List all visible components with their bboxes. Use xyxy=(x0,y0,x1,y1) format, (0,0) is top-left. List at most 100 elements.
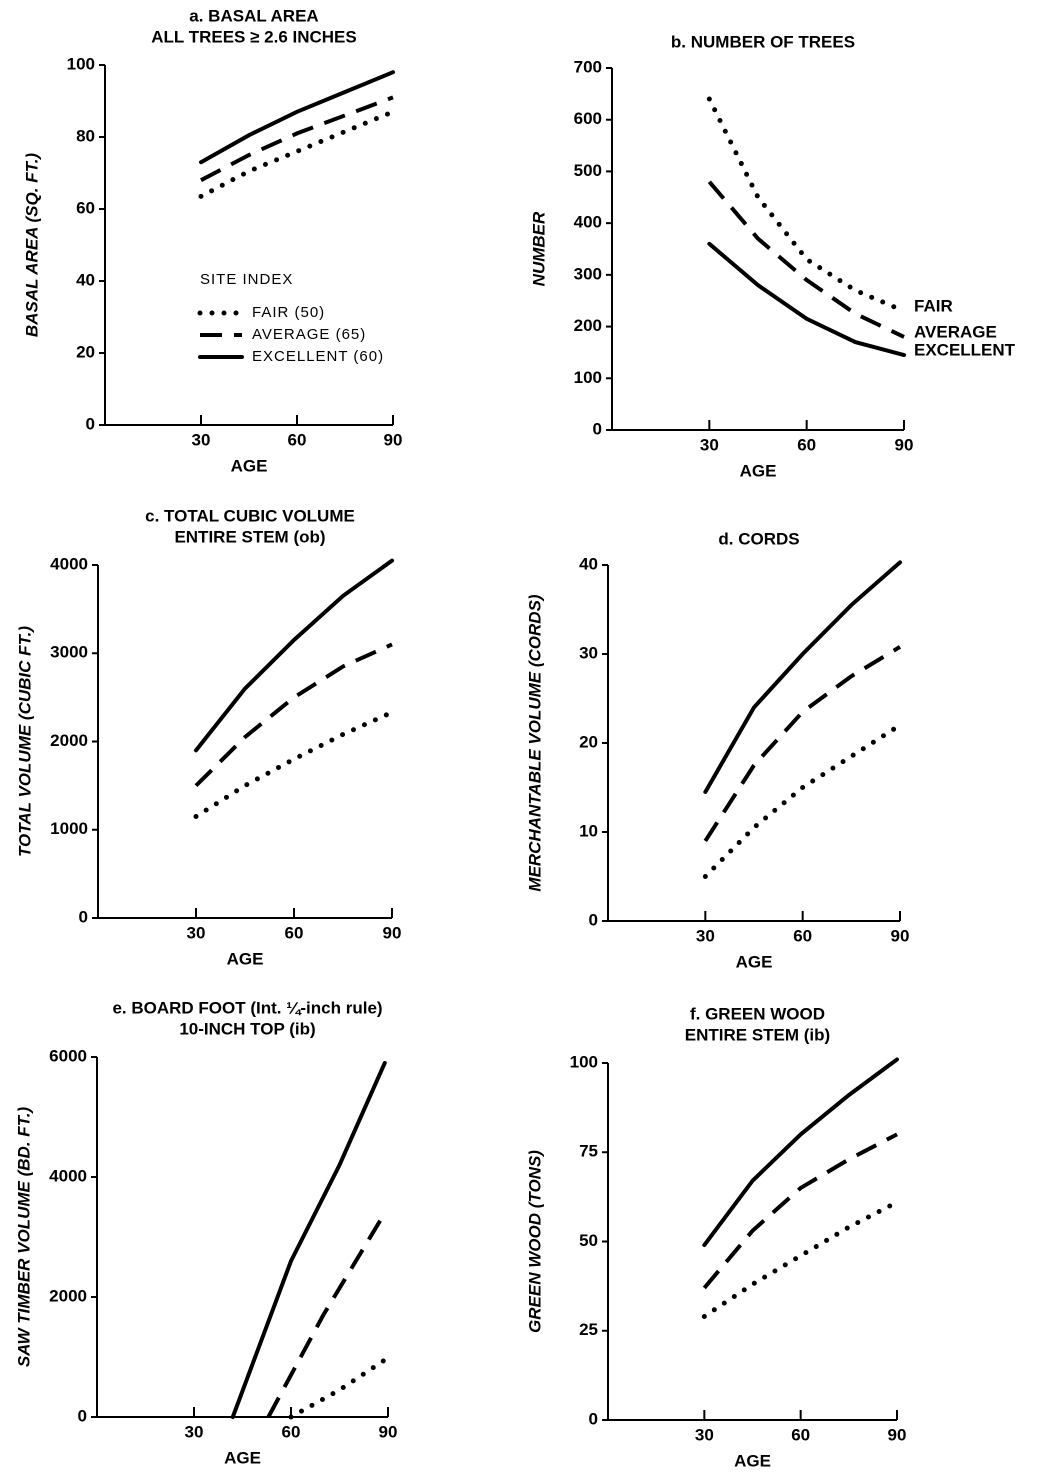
chart-subtitle: ALL TREES ≥ 2.6 INCHES xyxy=(151,27,357,46)
series-line xyxy=(702,722,903,879)
y-axis-label: NUMBER xyxy=(529,211,548,286)
x-tick-label: 30 xyxy=(695,1425,714,1444)
y-tick-label: 100 xyxy=(574,368,602,387)
series-line xyxy=(193,709,395,820)
y-tick-label: 80 xyxy=(76,126,95,145)
chart-subtitle: ENTIRE STEM (ob) xyxy=(174,527,325,546)
series-label: EXCELLENT xyxy=(914,340,1016,359)
y-tick-label: 700 xyxy=(574,57,602,76)
y-tick-label: 4000 xyxy=(50,554,88,573)
y-tick-label: 20 xyxy=(76,342,95,361)
x-tick-label: 60 xyxy=(793,926,812,945)
chart-subtitle: 10-INCH TOP (ib) xyxy=(179,1019,315,1038)
series-line xyxy=(194,558,394,753)
y-tick-label: 6000 xyxy=(49,1046,87,1065)
y-tick-label: 40 xyxy=(76,270,95,289)
x-axis-label: AGE xyxy=(734,1451,771,1470)
series-line xyxy=(701,1199,900,1319)
x-tick-label: 90 xyxy=(891,926,910,945)
y-tick-label: 40 xyxy=(579,554,598,573)
series-label: FAIR xyxy=(914,297,953,316)
series-line xyxy=(288,1357,388,1420)
series-line xyxy=(707,241,906,358)
y-tick-label: 0 xyxy=(593,419,602,438)
series-label: AVERAGE xyxy=(914,322,997,341)
legend-label: AVERAGE (65) xyxy=(252,326,366,343)
x-tick-label: 90 xyxy=(888,1425,907,1444)
series-line xyxy=(199,70,395,165)
series-line xyxy=(702,1057,899,1248)
x-axis-label: AGE xyxy=(736,952,773,971)
x-tick-label: 30 xyxy=(192,430,211,449)
y-tick-label: 200 xyxy=(574,316,602,335)
series-line xyxy=(703,645,902,842)
chart-title: a. BASAL AREA xyxy=(189,6,318,25)
series-line xyxy=(194,642,393,788)
x-axis-label: AGE xyxy=(227,949,264,968)
legend-title: SITE INDEX xyxy=(200,271,293,288)
x-tick-label: 60 xyxy=(791,1425,810,1444)
y-tick-label: 400 xyxy=(574,213,602,232)
chart-title: e. BOARD FOOT (Int. ¼-inch rule) xyxy=(112,998,382,1017)
y-tick-label: 500 xyxy=(574,161,602,180)
x-tick-label: 90 xyxy=(383,923,402,942)
y-tick-label: 20 xyxy=(579,732,598,751)
series-line xyxy=(198,109,396,199)
x-tick-label: 90 xyxy=(895,435,914,454)
chart-subtitle: ENTIRE STEM (ib) xyxy=(685,1025,830,1044)
y-tick-label: 0 xyxy=(78,1406,87,1425)
x-axis-label: AGE xyxy=(231,456,268,475)
series-line xyxy=(702,1132,898,1290)
y-axis-label: MERCHANTABLE VOLUME (CORDS) xyxy=(525,594,544,892)
y-tick-label: 100 xyxy=(67,54,95,73)
series-line xyxy=(707,180,905,339)
y-tick-label: 75 xyxy=(579,1142,598,1161)
y-axis-label: BASAL AREA (SQ. FT.) xyxy=(22,153,41,338)
legend-label: EXCELLENT (60) xyxy=(252,348,384,365)
chart-title: d. CORDS xyxy=(718,529,799,548)
y-tick-label: 0 xyxy=(589,1409,598,1428)
x-tick-label: 90 xyxy=(379,1422,398,1441)
series-line xyxy=(266,1211,387,1418)
series-line xyxy=(706,96,907,314)
x-axis-label: AGE xyxy=(224,1448,261,1467)
series-line xyxy=(703,560,902,794)
y-tick-label: 4000 xyxy=(49,1166,87,1185)
x-tick-label: 60 xyxy=(797,435,816,454)
y-axis-label: SAW TIMBER VOLUME (BD. FT.) xyxy=(14,1107,33,1368)
y-axis-label: TOTAL VOLUME (CUBIC FT.) xyxy=(15,626,34,857)
series-line xyxy=(230,1061,387,1419)
y-tick-label: 2000 xyxy=(50,731,88,750)
y-axis-label: GREEN WOOD (TONS) xyxy=(525,1150,544,1333)
x-tick-label: 30 xyxy=(700,435,719,454)
y-tick-label: 50 xyxy=(579,1231,598,1250)
legend-label: FAIR (50) xyxy=(252,304,325,321)
y-tick-label: 2000 xyxy=(49,1286,87,1305)
series-line xyxy=(200,95,394,182)
x-tick-label: 90 xyxy=(384,430,403,449)
x-axis-label: AGE xyxy=(740,461,777,480)
x-tick-label: 60 xyxy=(288,430,307,449)
y-tick-label: 100 xyxy=(570,1052,598,1071)
x-tick-label: 30 xyxy=(696,926,715,945)
chart-title: c. TOTAL CUBIC VOLUME xyxy=(145,506,355,525)
y-tick-label: 600 xyxy=(574,109,602,128)
y-tick-label: 60 xyxy=(76,198,95,217)
chart-title: b. NUMBER OF TREES xyxy=(671,32,855,51)
y-tick-label: 0 xyxy=(86,414,95,433)
y-tick-label: 0 xyxy=(589,910,598,929)
y-tick-label: 300 xyxy=(574,264,602,283)
x-tick-label: 30 xyxy=(185,1422,204,1441)
y-tick-label: 0 xyxy=(79,907,88,926)
x-tick-label: 60 xyxy=(285,923,304,942)
x-tick-label: 60 xyxy=(282,1422,301,1441)
y-tick-label: 30 xyxy=(579,643,598,662)
y-tick-label: 25 xyxy=(579,1320,598,1339)
chart-title: f. GREEN WOOD xyxy=(690,1004,825,1023)
y-tick-label: 1000 xyxy=(50,819,88,838)
x-tick-label: 30 xyxy=(187,923,206,942)
y-tick-label: 10 xyxy=(579,821,598,840)
y-tick-label: 3000 xyxy=(50,643,88,662)
